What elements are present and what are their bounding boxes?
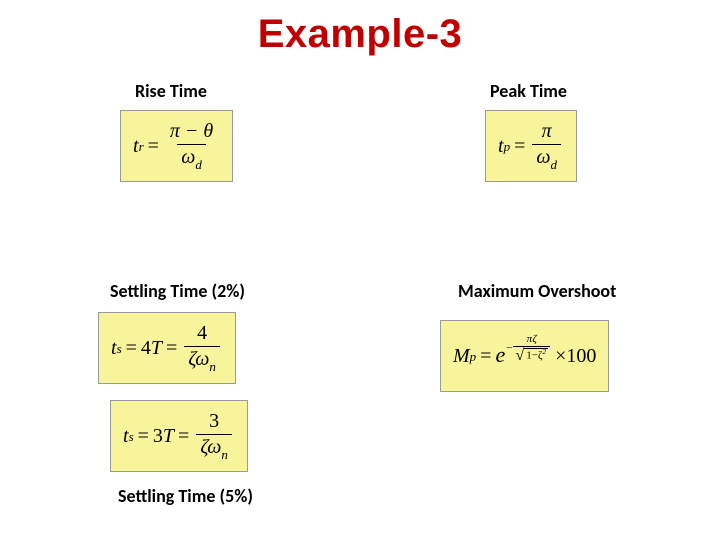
fraction: π − θ ωd [166,121,217,171]
formula-rise-time: tr = π − θ ωd [120,110,233,182]
text-3T: 3T [153,425,174,448]
numerator: 4 [193,323,211,346]
numerator: π − θ [166,121,217,144]
sub-p: p [470,349,477,365]
label-settling-2: Settling Time (2%) [110,280,245,302]
sub-s: s [117,341,122,357]
exponential: e − πζ √ 1−ζ2 [495,342,551,370]
formula-settling-2: ts = 4T = 4 ζωn [98,312,236,384]
exp-fraction: πζ √ 1−ζ2 [513,334,550,362]
denominator: ζωn [196,434,232,461]
fraction: π ωd [532,121,561,171]
var-M: M [453,345,470,368]
exponent: − πζ √ 1−ζ2 [506,334,551,362]
fraction: 4 ζωn [184,323,220,373]
equals-icon: = [178,425,189,448]
exp-denominator: √ 1−ζ2 [513,346,550,362]
denominator: ωd [177,144,206,171]
minus-icon: − [506,342,512,354]
sub-r: r [139,139,144,155]
times-100: ×100 [555,345,596,368]
formula-settling-5: ts = 3T = 3 ζωn [110,400,248,472]
formula-max-overshoot: Mp = e − πζ √ 1−ζ2 ×100 [440,320,609,392]
equals-icon: = [138,425,149,448]
page-title: Example-3 [0,12,720,57]
numerator: 3 [205,411,223,434]
label-settling-5: Settling Time (5%) [118,485,253,507]
denominator: ζωn [184,346,220,373]
label-rise-time: Rise Time [135,80,207,102]
exp-numerator: πζ [525,334,539,346]
sub-p: p [504,139,511,155]
sub-s: s [129,429,134,445]
label-peak-time: Peak Time [490,80,567,102]
e-base: e [495,342,505,368]
equals-icon: = [148,135,159,158]
equals-icon: = [480,345,491,368]
numerator: π [538,121,556,144]
text-4T: 4T [141,337,162,360]
denominator: ωd [532,144,561,171]
equals-icon: = [166,337,177,360]
equals-icon: = [126,337,137,360]
formula-peak-time: tp = π ωd [485,110,577,182]
label-max-overshoot: Maximum Overshoot [458,280,616,302]
fraction: 3 ζωn [196,411,232,461]
equals-icon: = [514,135,525,158]
